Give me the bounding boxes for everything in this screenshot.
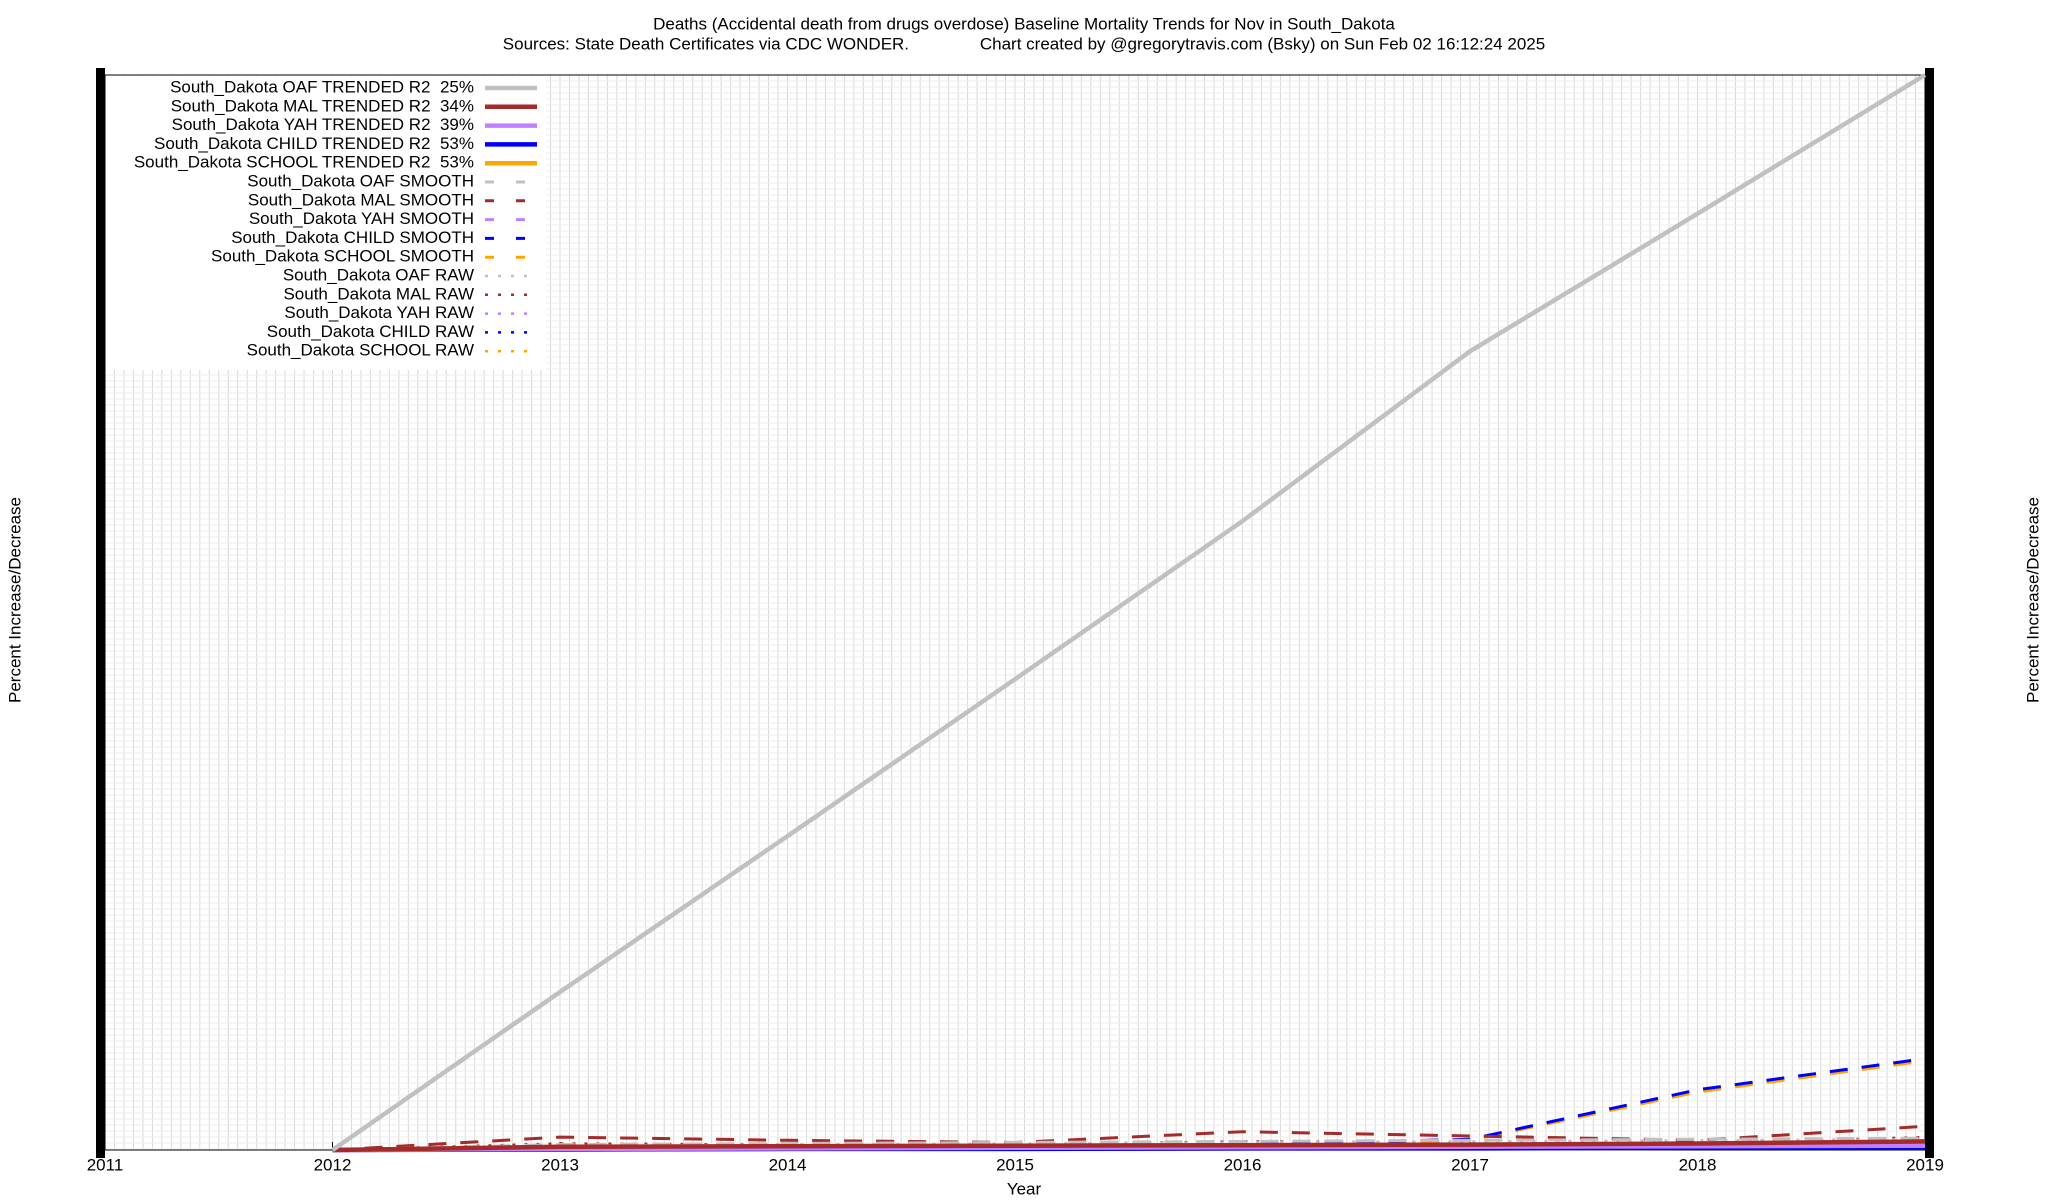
- y-axis-label: Percent Increase/Decrease: [5, 497, 24, 703]
- x-tick-label: 2011: [87, 1155, 124, 1174]
- legend-label: South_Dakota YAH SMOOTH: [249, 209, 474, 228]
- legend-label: South_Dakota SCHOOL TRENDED R2 53%: [134, 153, 474, 172]
- x-tick-label: 2018: [1679, 1155, 1717, 1174]
- chart-subtitle: Sources: State Death Certificates via CD…: [503, 34, 1545, 53]
- legend-label: South_Dakota MAL RAW: [283, 284, 474, 303]
- legend-label: South_Dakota MAL SMOOTH: [248, 190, 474, 209]
- x-tick-label: 2012: [314, 1155, 352, 1174]
- x-tick-label: 2015: [996, 1155, 1034, 1174]
- chart-title: Deaths (Accidental death from drugs over…: [653, 14, 1395, 33]
- y2-axis-label: Percent Increase/Decrease: [2023, 497, 2042, 703]
- right-axis-bar: [1925, 68, 1934, 1158]
- x-tick-label: 2014: [769, 1155, 807, 1174]
- grid: [104, 74, 1925, 1150]
- x-tick-label: 2013: [541, 1155, 579, 1174]
- legend-box: [106, 76, 546, 370]
- legend-label: South_Dakota OAF TRENDED R2 25%: [170, 77, 474, 96]
- legend-label: South_Dakota OAF RAW: [283, 265, 474, 284]
- legend-label: South_Dakota CHILD TRENDED R2 53%: [154, 134, 474, 153]
- legend-label: South_Dakota CHILD RAW: [267, 322, 474, 341]
- series-line: [332, 1139, 1926, 1153]
- x-axis-label: Year: [1007, 1179, 1042, 1198]
- x-tick-label: 2017: [1451, 1155, 1489, 1174]
- legend-label: South_Dakota YAH TRENDED R2 39%: [172, 115, 474, 134]
- legend: South_Dakota OAF TRENDED R2 25%South_Dak…: [106, 76, 546, 370]
- legend-label: South_Dakota MAL TRENDED R2 34%: [171, 96, 474, 115]
- legend-label: South_Dakota SCHOOL RAW: [247, 341, 474, 360]
- series-line: [331, 73, 1927, 1152]
- legend-label: South_Dakota SCHOOL SMOOTH: [211, 247, 474, 266]
- x-tick-label: 2019: [1906, 1155, 1944, 1174]
- left-axis-bar: [96, 68, 105, 1158]
- legend-label: South_Dakota OAF SMOOTH: [247, 171, 474, 190]
- legend-label: South_Dakota YAH RAW: [284, 303, 474, 322]
- x-tick-label: 2016: [1224, 1155, 1262, 1174]
- series-line: [332, 1136, 1926, 1152]
- legend-label: South_Dakota CHILD SMOOTH: [231, 228, 474, 247]
